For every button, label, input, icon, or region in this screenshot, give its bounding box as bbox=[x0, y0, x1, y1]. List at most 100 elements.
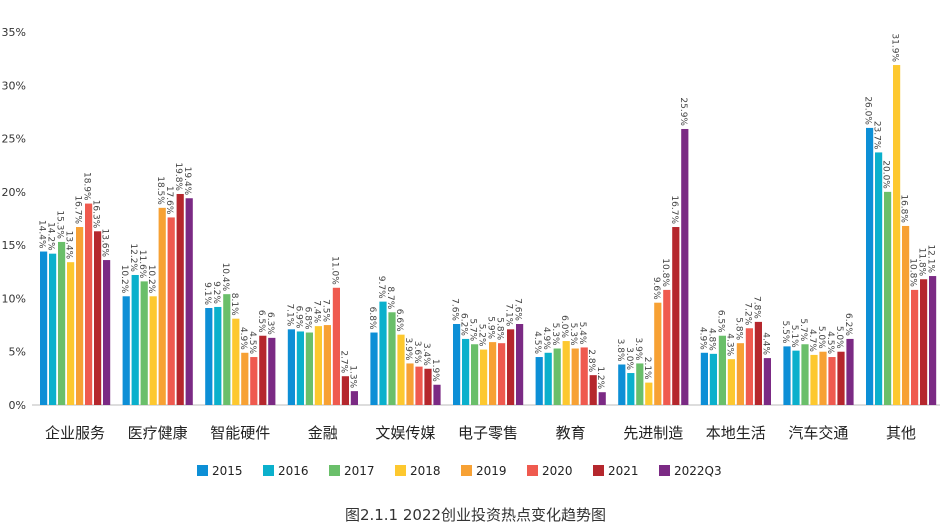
data-label: 11.8% bbox=[917, 248, 927, 277]
bar bbox=[580, 347, 588, 405]
data-label: 26.0% bbox=[863, 96, 873, 125]
data-label: 6.3% bbox=[265, 312, 275, 335]
bar bbox=[893, 65, 901, 405]
data-label: 10.8% bbox=[660, 258, 670, 287]
data-label: 15.3% bbox=[55, 210, 65, 239]
bar bbox=[489, 342, 497, 405]
x-tick-label: 智能硬件 bbox=[210, 424, 270, 442]
legend-swatch bbox=[527, 465, 538, 476]
legend-swatch bbox=[659, 465, 670, 476]
bar bbox=[131, 274, 139, 405]
data-label: 16.7% bbox=[73, 195, 83, 224]
data-label: 11.0% bbox=[329, 256, 339, 285]
data-label: 1.9% bbox=[430, 359, 440, 382]
bar bbox=[323, 325, 331, 405]
bar bbox=[507, 329, 515, 405]
data-label: 5.2% bbox=[477, 324, 487, 347]
bar bbox=[58, 241, 66, 405]
bar bbox=[471, 344, 479, 405]
data-label: 16.8% bbox=[899, 194, 909, 223]
data-label: 10.2% bbox=[146, 265, 156, 294]
bar bbox=[314, 326, 322, 405]
data-label: 14.2% bbox=[46, 222, 56, 251]
data-label: 14.4% bbox=[37, 220, 47, 249]
data-label: 3.9% bbox=[633, 338, 643, 361]
data-label: 5.0% bbox=[834, 326, 844, 349]
data-label: 7.2% bbox=[742, 302, 752, 325]
bar bbox=[287, 329, 295, 405]
data-label: 5.4% bbox=[577, 322, 587, 345]
data-label: 6.8% bbox=[367, 307, 377, 330]
data-label: 6.9% bbox=[293, 306, 303, 329]
bar bbox=[453, 324, 461, 405]
data-label: 4.5% bbox=[532, 331, 542, 354]
data-label: 5.7% bbox=[798, 318, 808, 341]
data-label: 7.1% bbox=[284, 303, 294, 326]
data-label: 3.4% bbox=[421, 343, 431, 366]
data-label: 23.7% bbox=[872, 121, 882, 150]
bar bbox=[241, 352, 249, 405]
bar bbox=[370, 332, 378, 405]
data-label: 3.0% bbox=[624, 347, 634, 370]
data-label: 4.9% bbox=[238, 327, 248, 350]
bar bbox=[672, 227, 680, 405]
data-label: 2.8% bbox=[586, 349, 596, 372]
x-tick-label: 本地生活 bbox=[706, 424, 766, 442]
data-label: 7.6% bbox=[450, 298, 460, 321]
bar bbox=[562, 341, 570, 405]
bar bbox=[718, 335, 726, 405]
data-label: 1.3% bbox=[347, 365, 357, 388]
legend-swatch bbox=[197, 465, 208, 476]
data-label: 6.0% bbox=[559, 315, 569, 338]
bar bbox=[875, 152, 883, 405]
bar bbox=[828, 357, 836, 405]
data-label: 16.3% bbox=[91, 200, 101, 229]
bar bbox=[754, 321, 762, 405]
legend-swatch bbox=[329, 465, 340, 476]
data-label: 13.4% bbox=[64, 231, 74, 260]
bar bbox=[618, 364, 626, 405]
data-label: 7.4% bbox=[311, 300, 321, 323]
bar bbox=[305, 332, 313, 405]
figure-caption: 图2.1.1 2022创业投资热点变化趋势图 bbox=[344, 506, 607, 524]
data-label: 9.2% bbox=[211, 281, 221, 304]
bar bbox=[176, 193, 184, 405]
bar bbox=[709, 353, 717, 405]
bar bbox=[571, 348, 579, 405]
bar bbox=[268, 337, 276, 405]
bar bbox=[214, 306, 222, 405]
data-label: 17.6% bbox=[164, 186, 174, 215]
bar bbox=[205, 308, 213, 405]
data-label: 2.1% bbox=[642, 357, 652, 380]
bar bbox=[535, 357, 543, 405]
bar bbox=[388, 312, 396, 405]
data-label: 4.9% bbox=[697, 327, 707, 350]
bar bbox=[636, 363, 644, 405]
data-label: 6.8% bbox=[302, 307, 312, 330]
data-label: 5.9% bbox=[486, 316, 496, 339]
bar bbox=[627, 373, 635, 405]
x-tick-label: 医疗健康 bbox=[128, 424, 188, 442]
bar bbox=[122, 296, 130, 405]
bar bbox=[158, 207, 166, 405]
bar bbox=[801, 344, 809, 405]
data-label: 9.1% bbox=[202, 282, 212, 305]
bar bbox=[462, 338, 470, 405]
data-label: 5.3% bbox=[550, 323, 560, 346]
data-label: 7.8% bbox=[751, 296, 761, 319]
bar bbox=[40, 251, 48, 405]
data-label: 7.6% bbox=[513, 298, 523, 321]
x-tick-label: 文娱传媒 bbox=[375, 424, 435, 442]
y-tick-label: 10% bbox=[2, 292, 26, 305]
legend-swatch bbox=[461, 465, 472, 476]
bar bbox=[397, 334, 405, 405]
data-label: 5.5% bbox=[780, 321, 790, 344]
data-label: 19.4% bbox=[182, 167, 192, 196]
y-tick-label: 25% bbox=[2, 133, 26, 146]
legend-label: 2018 bbox=[410, 464, 441, 478]
bar bbox=[792, 350, 800, 405]
data-label: 3.6% bbox=[412, 341, 422, 364]
data-label: 18.5% bbox=[155, 176, 165, 205]
bar bbox=[884, 191, 892, 405]
bar bbox=[763, 358, 771, 405]
